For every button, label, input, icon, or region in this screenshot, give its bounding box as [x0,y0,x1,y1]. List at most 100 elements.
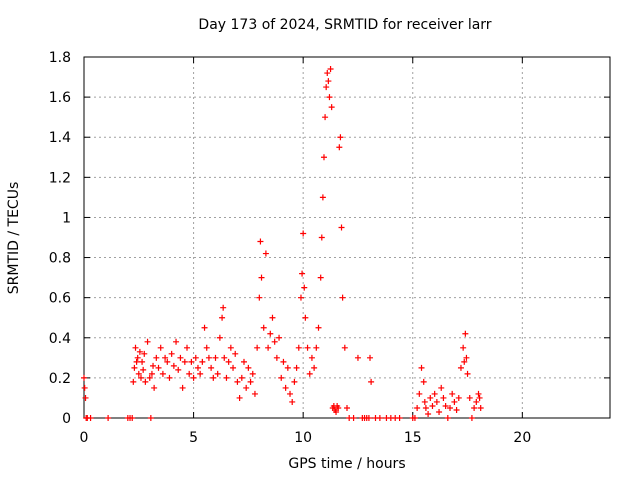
data-point [317,274,324,281]
data-point [460,344,467,351]
data-point [300,230,307,237]
data-point [130,378,137,385]
data-point [284,364,291,371]
data-point [159,370,166,377]
data-point [438,384,445,391]
y-tick-label: 0.4 [49,331,71,347]
data-point [468,415,475,421]
data-point [336,144,343,151]
data-point [146,374,153,381]
y-tick-label: 0.8 [49,251,71,267]
data-point [245,364,252,371]
data-point [269,314,276,321]
data-point [153,354,160,361]
data-point [247,378,254,385]
y-axis-label: SRMTID / TECUs [6,181,22,295]
data-point [179,384,186,391]
data-point [177,354,184,361]
data-point [291,378,298,385]
data-point [181,358,188,365]
data-point [462,330,469,337]
data-point [144,338,151,345]
data-point [442,402,449,409]
data-point [431,390,438,397]
data-point [199,358,206,365]
y-tick-label: 0 [62,411,71,427]
data-point [157,344,164,351]
data-point [339,294,346,301]
data-point [188,358,195,365]
data-point [216,334,223,341]
data-point [320,154,327,161]
data-point [341,344,348,351]
data-point [354,354,361,361]
data-point [197,370,204,377]
data-point [240,358,247,365]
y-tick-label: 0.2 [49,371,71,387]
data-point [411,415,418,421]
data-point [447,404,454,411]
data-point [148,370,155,377]
data-point [212,354,219,361]
data-point [220,304,227,311]
x-tick-label: 15 [404,430,422,446]
data-point [134,354,141,361]
data-point [396,415,403,421]
data-point [315,324,322,331]
data-point [175,366,182,373]
data-point [236,394,243,401]
data-point [440,394,447,401]
data-point [219,314,226,321]
data-point [139,358,146,365]
data-point [308,354,315,361]
data-point [273,354,280,361]
data-point [105,415,112,421]
data-point [457,364,464,371]
data-point [262,250,269,257]
plot-frame [83,56,611,419]
y-tick-label: 0.6 [49,291,71,307]
data-point [350,415,357,421]
data-point [135,370,142,377]
data-point [168,350,175,357]
data-point [367,354,374,361]
data-point [223,374,230,381]
data-point [466,394,473,401]
data-point [205,354,212,361]
data-point [81,384,88,391]
data-point [451,398,458,405]
data-point [318,234,325,241]
data-point [326,94,333,101]
data-point [258,274,265,281]
data-point [453,406,460,413]
data-point [136,348,143,355]
data-point [150,362,157,369]
y-tick-label: 1 [62,210,71,226]
data-point [132,344,139,351]
data-point [203,344,210,351]
data-point [155,364,162,371]
data-point [280,358,287,365]
data-point [376,415,383,421]
x-axis-label: GPS time / hours [288,456,406,472]
data-point [429,402,436,409]
data-point [87,415,94,421]
data-point [335,404,342,411]
data-point [267,330,274,337]
data-point [464,370,471,377]
data-point [293,364,300,371]
data-point [131,364,138,371]
data-point [324,70,331,77]
data-point [162,354,169,361]
data-point [422,404,429,411]
data-point [471,404,478,411]
data-point [306,370,313,377]
data-point [221,354,228,361]
data-point [365,415,372,421]
data-point [232,350,239,357]
data-point [227,344,234,351]
data-point [81,374,87,381]
data-point [164,358,171,365]
data-point [449,390,456,397]
